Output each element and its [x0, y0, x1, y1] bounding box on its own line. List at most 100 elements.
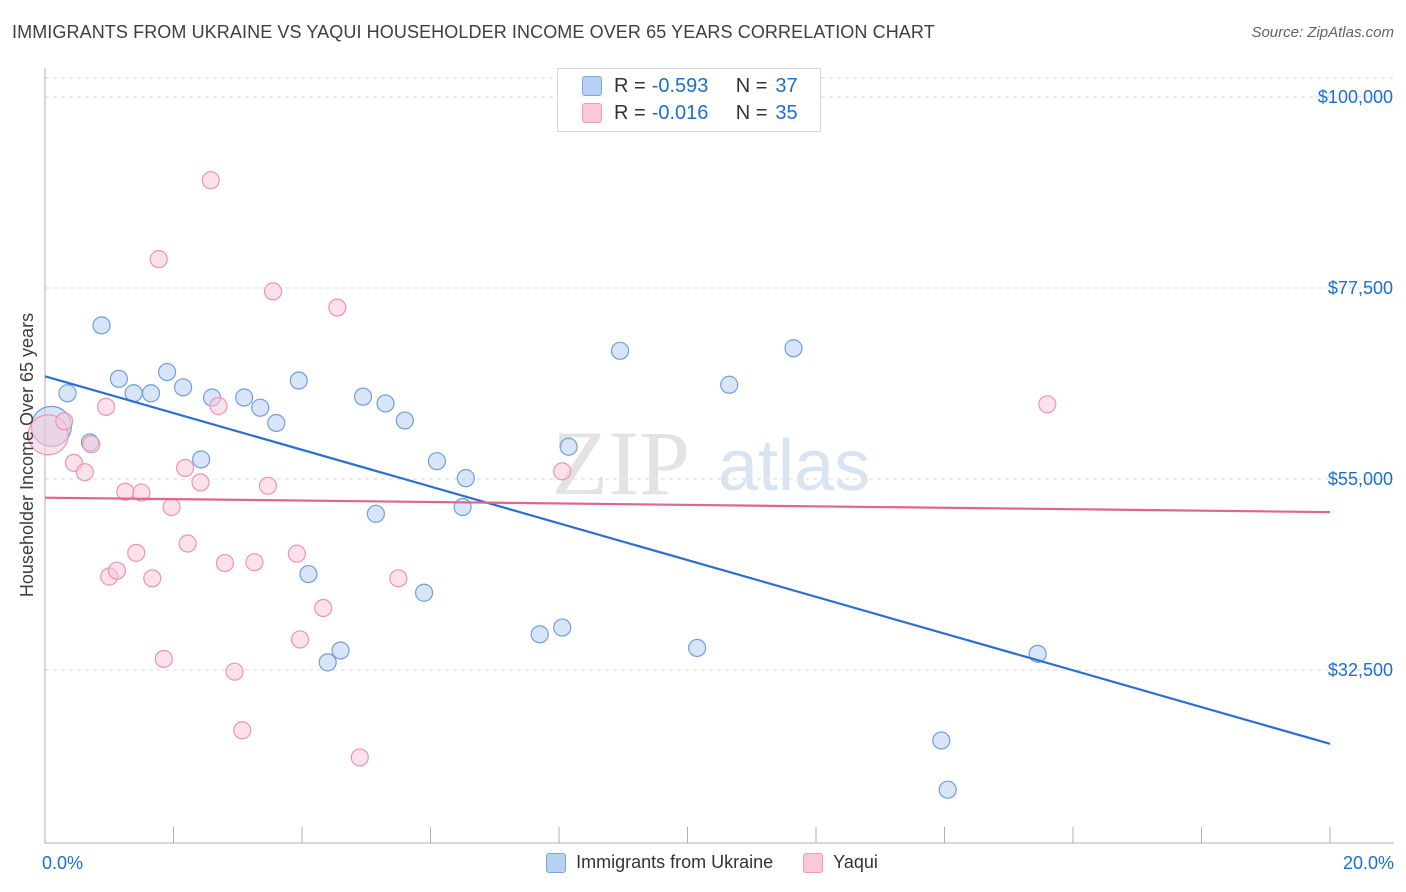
axes — [44, 68, 1394, 844]
ukraine-point — [92, 316, 111, 335]
yaqui-point — [215, 553, 234, 573]
ukraine-point — [453, 497, 472, 517]
chart-title: IMMIGRANTS FROM UKRAINE VS YAQUI HOUSEHO… — [12, 22, 935, 42]
ukraine-point — [318, 653, 337, 672]
yaqui-point — [75, 463, 94, 482]
ukraine-point — [299, 564, 318, 584]
yaqui-point — [107, 561, 127, 580]
yaqui-point — [175, 458, 195, 478]
ukraine-point — [414, 583, 434, 602]
x-tick-label: 0.0% — [42, 853, 83, 873]
ukraine-point — [720, 375, 739, 394]
yaqui-point — [178, 534, 197, 553]
yaqui-legend-swatch — [803, 852, 824, 873]
ukraine-point — [784, 339, 803, 358]
trend-lines — [44, 375, 1331, 745]
yaqui-point — [328, 298, 347, 317]
yaqui-point — [82, 435, 101, 454]
yaqui-point — [314, 598, 333, 618]
ukraine-point — [192, 450, 211, 469]
legend-item-ukraine[interactable]: Immigrants from Ukraine — [546, 852, 773, 873]
ukraine-point — [141, 384, 161, 403]
ukraine-point — [427, 452, 447, 471]
correlation-legend: R = -0.593 N = 37 R = -0.016 N = 35 — [557, 68, 821, 132]
r-value: -0.016 — [651, 101, 709, 124]
r-label: R = — [614, 74, 646, 97]
ukraine-point — [331, 641, 350, 660]
ukraine-point — [109, 369, 128, 388]
yaqui-point — [350, 748, 369, 767]
yaqui-point — [1038, 395, 1057, 414]
yaqui-point — [263, 282, 283, 301]
ukraine-point — [157, 362, 177, 382]
ukraine-point — [932, 731, 951, 750]
ukraine-point — [456, 469, 475, 488]
ukraine-legend-swatch — [546, 852, 567, 873]
legend-row-ukraine: R = -0.593 N = 37 — [582, 73, 798, 99]
y-tick-label: $32,500 — [1328, 660, 1393, 680]
n-value: 37 — [775, 74, 798, 97]
yaqui-point — [149, 250, 168, 269]
n-value: 35 — [775, 101, 798, 124]
ukraine-point — [688, 638, 707, 658]
ukraine-point — [251, 398, 270, 417]
y-tick-label: $77,500 — [1328, 278, 1393, 298]
yaqui-point — [290, 630, 310, 649]
watermark-zip: ZIP — [552, 412, 690, 514]
y-tick-label: $55,000 — [1328, 469, 1393, 489]
gridlines — [45, 77, 1394, 671]
yaqui-swatch — [582, 103, 602, 123]
yaqui-point — [258, 476, 278, 495]
ukraine-point — [530, 625, 549, 644]
ukraine-point — [376, 394, 395, 413]
y-tick-label: $100,000 — [1318, 87, 1393, 107]
yaqui-point — [553, 462, 572, 481]
ukraine-point — [289, 371, 308, 390]
n-label: N = — [735, 101, 768, 124]
series-legend: Immigrants from Ukraine Yaqui — [0, 852, 1406, 873]
ukraine-point — [58, 384, 77, 403]
scatter-points — [27, 171, 1057, 799]
y-axis-label: Householder Income Over 65 years — [17, 313, 37, 597]
r-label: R = — [614, 101, 646, 124]
yaqui-trend-line — [44, 496, 1331, 514]
x-tick-label: 20.0% — [1343, 853, 1394, 873]
legend-label-ukraine: Immigrants from Ukraine — [576, 852, 774, 872]
r-value: -0.593 — [651, 74, 709, 97]
yaqui-point — [191, 473, 210, 492]
legend-item-yaqui[interactable]: Yaqui — [803, 852, 878, 873]
ukraine-point — [353, 387, 373, 406]
yaqui-point — [96, 397, 116, 416]
watermark: ZIP atlas — [552, 412, 870, 514]
ukraine-point — [553, 618, 572, 637]
ukraine-trend-line — [44, 375, 1331, 745]
yaqui-point — [127, 543, 146, 562]
yaqui-point — [287, 544, 306, 563]
yaqui-point — [55, 412, 74, 431]
source-label: Source: ZipAtlas.com — [1251, 24, 1394, 41]
ukraine-point — [395, 411, 414, 430]
tick-labels: $32,500 $55,000 $77,500 $100,000 0.0% 20.0% — [42, 87, 1394, 873]
ukraine-point — [235, 388, 254, 407]
ukraine-point — [610, 341, 630, 360]
ukraine-point — [366, 504, 385, 523]
ukraine-swatch — [582, 76, 602, 96]
yaqui-point — [201, 171, 220, 190]
ukraine-point — [559, 437, 578, 456]
ukraine-point — [174, 378, 193, 397]
n-label: N = — [735, 74, 768, 97]
legend-label-yaqui: Yaqui — [833, 852, 878, 872]
ukraine-point — [938, 780, 957, 799]
yaqui-point — [225, 662, 244, 681]
watermark-atlas: atlas — [718, 426, 870, 506]
yaqui-point — [162, 497, 181, 517]
yaqui-point — [132, 483, 151, 502]
yaqui-point — [389, 569, 408, 588]
yaqui-point — [143, 569, 162, 588]
ukraine-point — [267, 413, 286, 433]
yaqui-point — [209, 396, 228, 416]
yaqui-point — [233, 721, 252, 740]
legend-row-yaqui: R = -0.016 N = 35 — [582, 100, 798, 126]
yaqui-point — [154, 649, 173, 669]
